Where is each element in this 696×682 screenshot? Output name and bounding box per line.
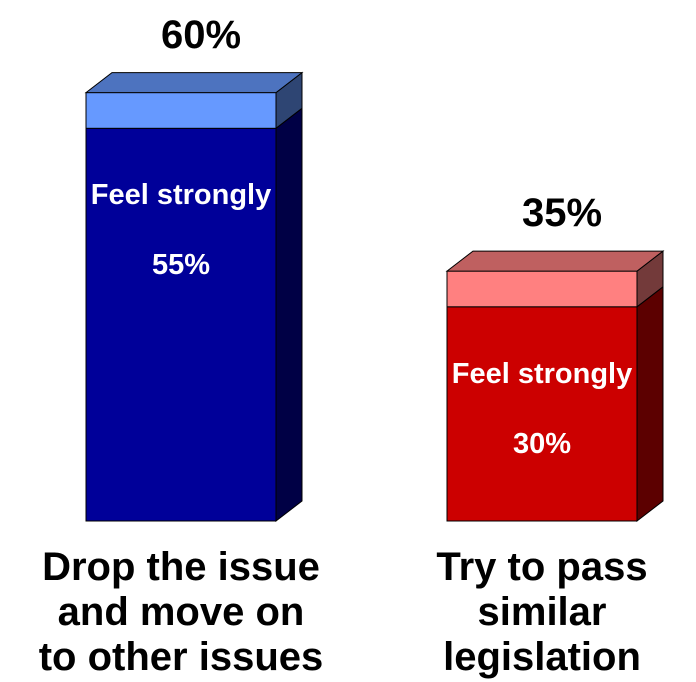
bar-front xyxy=(85,127,277,522)
value-label: 55% xyxy=(151,249,211,282)
x-tick-label: Try to pass similar legislation xyxy=(436,545,648,679)
bar-top xyxy=(84,72,304,94)
bar-front xyxy=(446,306,638,522)
bar-side xyxy=(636,285,664,523)
total-label: 60% xyxy=(160,12,242,57)
bar-segment xyxy=(445,250,665,308)
x-tick-label: Drop the issue and move on to other issu… xyxy=(38,545,324,679)
series-name: Feel strongly xyxy=(90,179,272,212)
value-label: 30% xyxy=(512,427,572,460)
series-name: Feel strongly xyxy=(451,357,633,390)
bar-front xyxy=(85,92,277,129)
bar-segment xyxy=(446,285,664,523)
bar-side xyxy=(275,107,303,523)
total-label: 35% xyxy=(521,191,603,236)
bar-front xyxy=(446,270,638,308)
bar-top xyxy=(445,250,665,272)
bar-segment xyxy=(85,107,303,523)
bar-segment xyxy=(84,71,304,130)
